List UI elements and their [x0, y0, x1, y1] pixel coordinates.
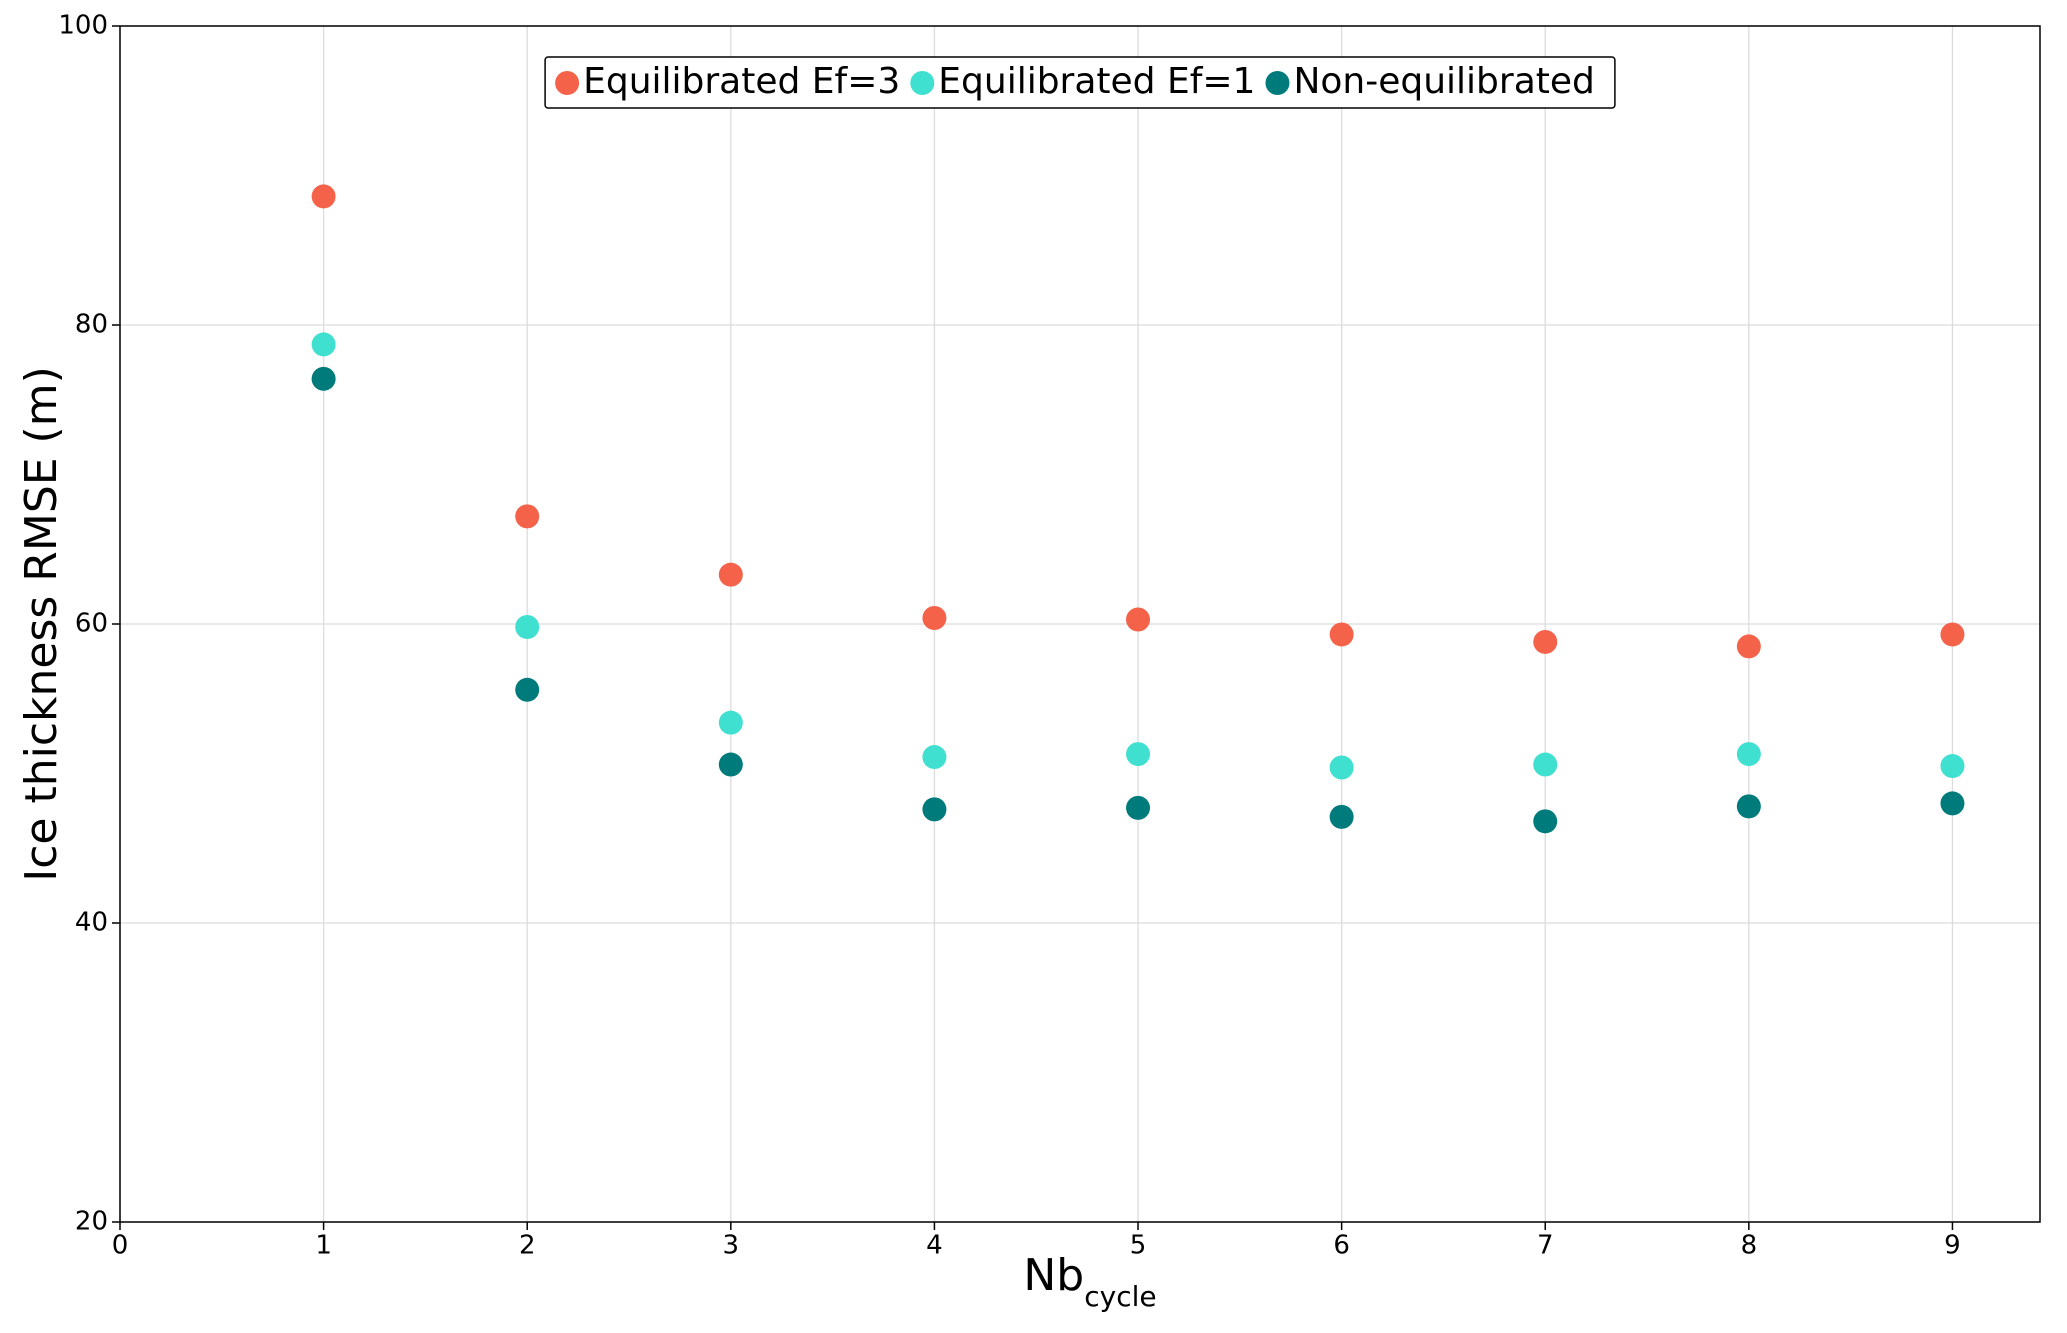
y-tick-label: 100 [58, 11, 108, 41]
data-point [311, 184, 336, 209]
x-tick-label: 4 [926, 1231, 943, 1261]
data-point [1736, 742, 1761, 767]
data-point [718, 562, 743, 587]
legend-label: Equilibrated Ef=3 [583, 61, 900, 102]
data-point [1736, 634, 1761, 659]
x-tick-label: 9 [1944, 1231, 1961, 1261]
legend-box [544, 56, 1616, 109]
x-tick-label: 5 [1130, 1231, 1147, 1261]
x-tick-label: 1 [315, 1231, 332, 1261]
x-tick-label: 6 [1333, 1231, 1350, 1261]
x-tick-label: 8 [1741, 1231, 1758, 1261]
legend: Equilibrated Ef=3 Equilibrated Ef=1 Non-eq… [544, 56, 1616, 109]
data-point [515, 504, 540, 529]
data-point [1736, 794, 1761, 819]
x-tick-label: 3 [723, 1231, 740, 1261]
data-point [1329, 804, 1354, 829]
data-point [1533, 809, 1558, 834]
x-tick-label: 2 [519, 1231, 536, 1261]
data-point [311, 366, 336, 391]
data-point [922, 606, 947, 631]
data-point [922, 797, 947, 822]
data-point [1940, 791, 1965, 816]
legend-label: Equilibrated Ef=1 [938, 61, 1255, 102]
x-tick-label: 0 [112, 1231, 129, 1261]
y-tick-label: 60 [75, 609, 108, 639]
data-point [1329, 755, 1354, 780]
y-tick-label: 40 [75, 908, 108, 938]
x-axis-label-sub: cycle [1084, 1280, 1156, 1313]
data-point [1533, 629, 1558, 654]
y-tick-label: 20 [75, 1207, 108, 1237]
data-point [1940, 622, 1965, 647]
data-point [1533, 752, 1558, 777]
data-point [1126, 607, 1151, 632]
data-point [1126, 742, 1151, 767]
data-point [922, 745, 947, 770]
x-axis-label: Nbcycle [1023, 1250, 1156, 1313]
data-point [718, 752, 743, 777]
data-point [1329, 622, 1354, 647]
plot-frame [119, 25, 2041, 1223]
legend-label: Non-equilibrated [1293, 61, 1594, 102]
y-axis-label: Ice thickness RMSE (m) [16, 366, 67, 882]
data-point [515, 677, 540, 702]
x-axis-label-main: Nb [1023, 1250, 1084, 1301]
data-point [1126, 795, 1151, 820]
legend-marker [555, 71, 580, 95]
x-tick-label: 7 [1537, 1231, 1554, 1261]
legend-marker [1265, 71, 1290, 95]
legend-marker [910, 71, 935, 95]
data-point [1940, 754, 1965, 779]
data-point [718, 710, 743, 735]
data-point [311, 332, 336, 357]
data-point [515, 614, 540, 639]
y-tick-label: 80 [75, 310, 108, 340]
